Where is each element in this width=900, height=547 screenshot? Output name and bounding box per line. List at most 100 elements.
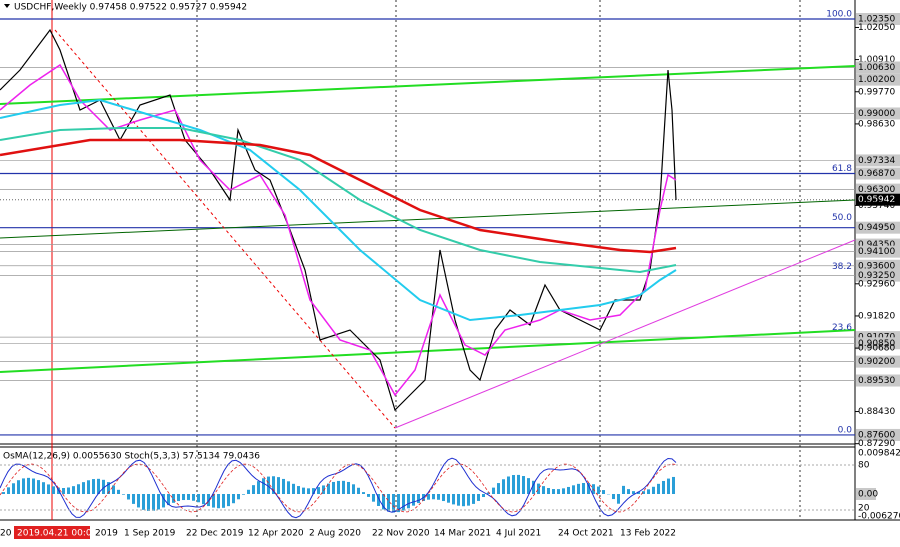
osma-bar [307, 488, 310, 494]
osma-bar [462, 494, 465, 506]
osma-bar [17, 480, 20, 494]
osma-bar [507, 476, 510, 494]
osma-bar [37, 480, 40, 494]
osma-bar [87, 480, 90, 494]
osma-bar [387, 494, 390, 512]
osma-bar [82, 482, 85, 494]
osma-bar [157, 494, 160, 509]
osma-bar [212, 494, 215, 508]
osma-bar [417, 494, 420, 503]
osma-bar [402, 494, 405, 511]
osma-bar [222, 494, 225, 508]
osma-bar [647, 489, 650, 494]
osma-bar [427, 494, 430, 500]
price-label: 0.94950 [858, 223, 895, 233]
osma-bar [287, 481, 290, 494]
osma-bar [132, 494, 135, 504]
osma-bar [77, 484, 80, 494]
osma-bar [617, 494, 620, 504]
time-label: 20 [0, 529, 12, 539]
osma-bar [247, 490, 250, 494]
osma-bar [197, 494, 200, 502]
osma-bar [127, 494, 130, 499]
price-label: 1.00200 [858, 75, 895, 85]
osma-bar [622, 486, 625, 494]
osma-bar [562, 488, 565, 494]
time-label: 14 Mar 2021 [434, 529, 491, 539]
indicator-axis-label: -0.0062705 [858, 512, 900, 522]
osma-bar [407, 494, 410, 508]
price-label: 0.96870 [858, 169, 895, 179]
indicator-title: OsMA(12,26,9) 0.0055630 Stoch(5,3,3) 57.… [3, 452, 260, 462]
osma-bar [7, 487, 10, 494]
osma-bar [137, 494, 140, 507]
time-label: 4 Jul 2021 [496, 529, 541, 539]
osma-bar [277, 477, 280, 494]
osma-bar [217, 494, 220, 508]
osma-bar [547, 488, 550, 494]
price-label: 0.91820 [858, 311, 895, 321]
osma-bar [172, 494, 175, 503]
osma-bar [67, 487, 70, 494]
osma-bar [357, 488, 360, 494]
osma-bar [242, 494, 245, 495]
osma-bar [177, 494, 180, 501]
osma-bar [442, 494, 445, 501]
indicator-axis-label: 0.00 [858, 490, 878, 500]
osma-bar [577, 484, 580, 494]
price-label: 0.90680 [858, 344, 895, 354]
time-label: 2019 [95, 529, 118, 539]
osma-bar [542, 486, 545, 494]
osma-bar [602, 490, 605, 494]
fib-label: 23.6 [832, 323, 852, 333]
osma-bar [142, 494, 145, 510]
price-label: 0.95740 [858, 201, 895, 211]
osma-bar [472, 494, 475, 504]
price-label: 0.88430 [858, 407, 895, 417]
osma-bar [512, 475, 515, 494]
osma-bar [437, 494, 440, 500]
osma-bar [672, 477, 675, 494]
osma-bar [192, 494, 195, 501]
price-label: 0.94100 [858, 247, 895, 257]
osma-bar [652, 487, 655, 494]
time-label: 22 Nov 2020 [372, 529, 430, 539]
osma-bar [597, 487, 600, 494]
osma-bar [2, 492, 5, 494]
fib-label: 61.8 [832, 164, 852, 174]
osma-bar [152, 494, 155, 511]
price-label: 0.96300 [858, 185, 895, 195]
fib-label: 50.0 [832, 213, 852, 223]
osma-bar [62, 488, 65, 494]
osma-bar [317, 487, 320, 494]
price-label: 0.99770 [858, 87, 895, 97]
osma-bar [667, 479, 670, 494]
fib-label: 100.0 [826, 10, 852, 20]
osma-bar [477, 494, 480, 501]
price-label: 0.89530 [858, 376, 895, 386]
osma-bar [582, 483, 585, 494]
price-label: 0.90200 [858, 357, 895, 367]
osma-bar [52, 486, 55, 494]
time-label: 24 Oct 2021 [558, 529, 614, 539]
osma-bar [182, 494, 185, 500]
indicator-axis-label: 80 [858, 461, 870, 471]
osma-bar [467, 494, 470, 506]
osma-bar [522, 476, 525, 494]
osma-bar [497, 483, 500, 494]
osma-bar [332, 482, 335, 494]
osma-bar [72, 486, 75, 494]
osma-bar [237, 494, 240, 499]
price-label: 0.87290 [858, 439, 895, 449]
osma-bar [337, 481, 340, 494]
osma-bar [47, 484, 50, 494]
osma-bar [117, 490, 120, 494]
indicator-axis-label: 0.0098425 [858, 449, 900, 459]
osma-bar [627, 489, 630, 494]
price-label: 0.92960 [858, 279, 895, 289]
osma-bar [372, 494, 375, 502]
osma-bar [262, 478, 265, 494]
